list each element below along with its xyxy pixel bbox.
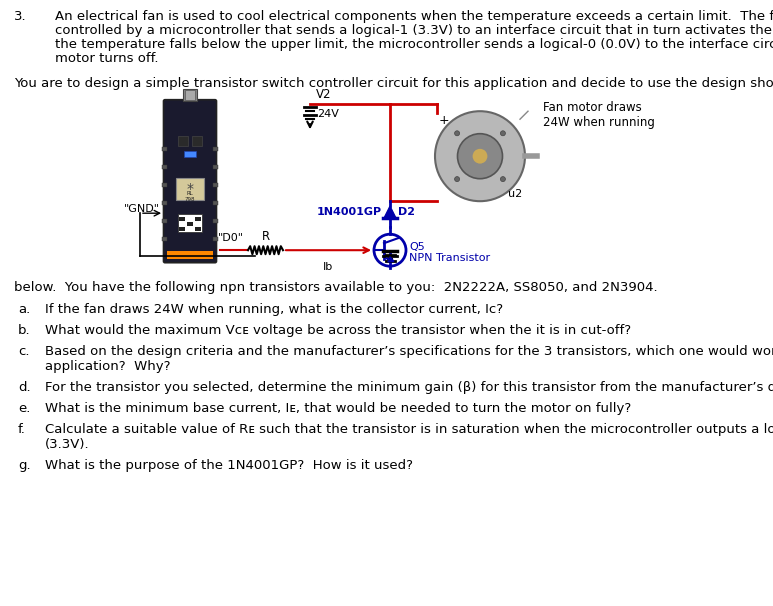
- Text: b.: b.: [18, 324, 31, 337]
- Bar: [213, 165, 218, 169]
- Text: e.: e.: [18, 402, 30, 415]
- Text: RL
798: RL 798: [185, 191, 196, 202]
- Bar: [213, 237, 218, 241]
- Circle shape: [435, 111, 525, 201]
- Text: Ib: Ib: [323, 262, 334, 272]
- Text: If the fan draws 24W when running, what is the collector current, Iᴄ?: If the fan draws 24W when running, what …: [45, 303, 503, 316]
- Bar: [213, 201, 218, 205]
- Text: 24V: 24V: [317, 109, 339, 119]
- Text: D2: D2: [398, 207, 415, 217]
- Text: NPN Transistor: NPN Transistor: [409, 253, 490, 263]
- Bar: [162, 219, 167, 223]
- Circle shape: [458, 134, 502, 179]
- Bar: [178, 215, 202, 232]
- Text: *: *: [186, 182, 193, 196]
- Circle shape: [472, 148, 488, 164]
- Text: (3.3V).: (3.3V).: [45, 438, 90, 451]
- Polygon shape: [384, 206, 396, 218]
- Bar: [162, 147, 167, 152]
- Bar: [162, 165, 167, 169]
- Bar: [213, 183, 218, 187]
- Bar: [213, 219, 218, 223]
- Bar: [213, 147, 218, 152]
- Text: controlled by a microcontroller that sends a logical-1 (3.3V) to an interface ci: controlled by a microcontroller that sen…: [55, 24, 773, 37]
- Bar: [162, 237, 167, 241]
- Text: What would the maximum Vᴄᴇ voltage be across the transistor when the it is in cu: What would the maximum Vᴄᴇ voltage be ac…: [45, 324, 631, 337]
- Text: What is the minimum base current, Iᴇ, that would be needed to turn the motor on : What is the minimum base current, Iᴇ, th…: [45, 402, 632, 415]
- Bar: [192, 136, 202, 146]
- Bar: [178, 136, 188, 146]
- Text: g.: g.: [18, 459, 31, 472]
- Text: +: +: [439, 114, 450, 127]
- Bar: [179, 218, 185, 221]
- Text: 1N4001GP: 1N4001GP: [317, 207, 382, 217]
- Text: Based on the design criteria and the manufacturer’s specifications for the 3 tra: Based on the design criteria and the man…: [45, 345, 773, 358]
- Text: For the transistor you selected, determine the minimum gain (β) for this transis: For the transistor you selected, determi…: [45, 381, 773, 394]
- Text: motor turns off.: motor turns off.: [55, 52, 158, 65]
- Circle shape: [500, 131, 506, 136]
- Text: An electrical fan is used to cool electrical components when the temperature exc: An electrical fan is used to cool electr…: [55, 10, 773, 23]
- Text: application?  Why?: application? Why?: [45, 360, 171, 373]
- Text: f.: f.: [18, 423, 26, 436]
- Bar: [184, 152, 196, 157]
- Bar: [176, 178, 204, 201]
- Bar: [187, 222, 193, 227]
- Text: a.: a.: [18, 303, 30, 316]
- Text: Fan motor draws
24W when running: Fan motor draws 24W when running: [543, 101, 655, 129]
- Circle shape: [455, 176, 460, 182]
- Circle shape: [455, 131, 460, 136]
- Bar: [167, 251, 213, 259]
- Text: "GND": "GND": [124, 204, 160, 214]
- Bar: [195, 218, 201, 221]
- Text: Calculate a suitable value of Rᴇ such that the transistor is in saturation when : Calculate a suitable value of Rᴇ such th…: [45, 423, 773, 436]
- Text: You are to design a simple transistor switch controller circuit for this applica: You are to design a simple transistor sw…: [14, 77, 773, 90]
- Circle shape: [374, 234, 406, 266]
- Text: 3.: 3.: [14, 10, 26, 23]
- Bar: [179, 227, 185, 231]
- FancyBboxPatch shape: [164, 100, 216, 262]
- Bar: [162, 201, 167, 205]
- Text: R: R: [261, 230, 270, 243]
- Bar: [185, 90, 195, 100]
- Text: the temperature falls below the upper limit, the microcontroller sends a logical: the temperature falls below the upper li…: [55, 38, 773, 51]
- Bar: [162, 183, 167, 187]
- Text: What is the purpose of the 1N4001GP?  How is it used?: What is the purpose of the 1N4001GP? How…: [45, 459, 413, 472]
- Text: d.: d.: [18, 381, 31, 394]
- Text: u2: u2: [508, 189, 522, 199]
- Text: Q5: Q5: [409, 242, 424, 252]
- Text: c.: c.: [18, 345, 29, 358]
- Text: "D0": "D0": [218, 233, 244, 243]
- Bar: [183, 89, 197, 101]
- Circle shape: [500, 176, 506, 182]
- Bar: [195, 227, 201, 231]
- Text: below.  You have the following npn transistors available to you:  2N2222A, SS805: below. You have the following npn transi…: [14, 281, 658, 294]
- Text: V2: V2: [316, 88, 332, 101]
